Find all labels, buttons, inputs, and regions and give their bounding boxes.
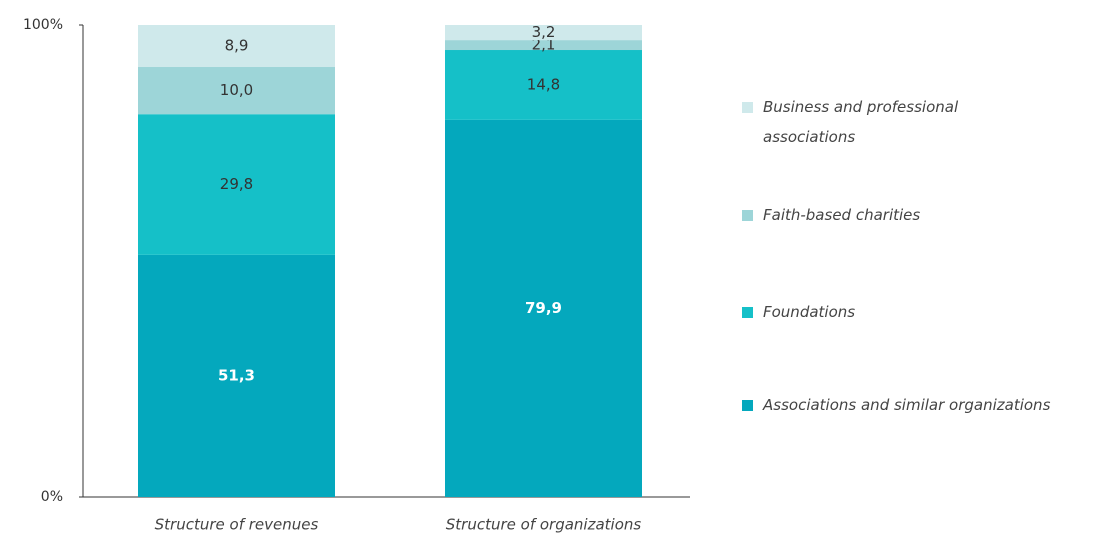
- legend-item: Associations and similar organizations: [742, 390, 1050, 420]
- data-label: 8,9: [225, 37, 249, 55]
- x-tick-label: Structure of revenues: [155, 516, 319, 534]
- data-label: 51,3: [218, 366, 255, 384]
- legend-item: Business and professional associations: [742, 92, 1013, 152]
- bar-segment: [445, 119, 642, 497]
- y-tick-label: 100%: [23, 17, 63, 33]
- bar-segment: [138, 67, 335, 115]
- legend-swatch: [742, 307, 753, 318]
- legend-item: Faith-based charities: [742, 200, 920, 230]
- legend-swatch: [742, 210, 753, 221]
- data-label: 29,8: [220, 175, 253, 193]
- y-tick-label: 0%: [41, 489, 63, 505]
- bar-segment: [445, 25, 642, 41]
- bar-segment: [445, 40, 642, 51]
- legend-label: Business and professional associations: [763, 98, 959, 146]
- legend-item: Foundations: [742, 297, 855, 327]
- legend-label: Faith-based charities: [763, 206, 921, 224]
- bar-segment: [138, 114, 335, 255]
- x-tick-label: Structure of organizations: [446, 516, 642, 534]
- bar-segment: [138, 25, 335, 68]
- bar-segment: [445, 50, 642, 120]
- legend-label: Associations and similar organizations: [763, 396, 1051, 414]
- legend-swatch: [742, 102, 753, 113]
- data-label: 10,0: [220, 81, 253, 99]
- legend-swatch: [742, 400, 753, 411]
- data-label: 3,2: [532, 23, 556, 41]
- data-label: 14,8: [527, 75, 560, 93]
- legend-label: Foundations: [763, 303, 856, 321]
- bar-segment: [138, 254, 335, 497]
- data-label: 79,9: [525, 299, 562, 317]
